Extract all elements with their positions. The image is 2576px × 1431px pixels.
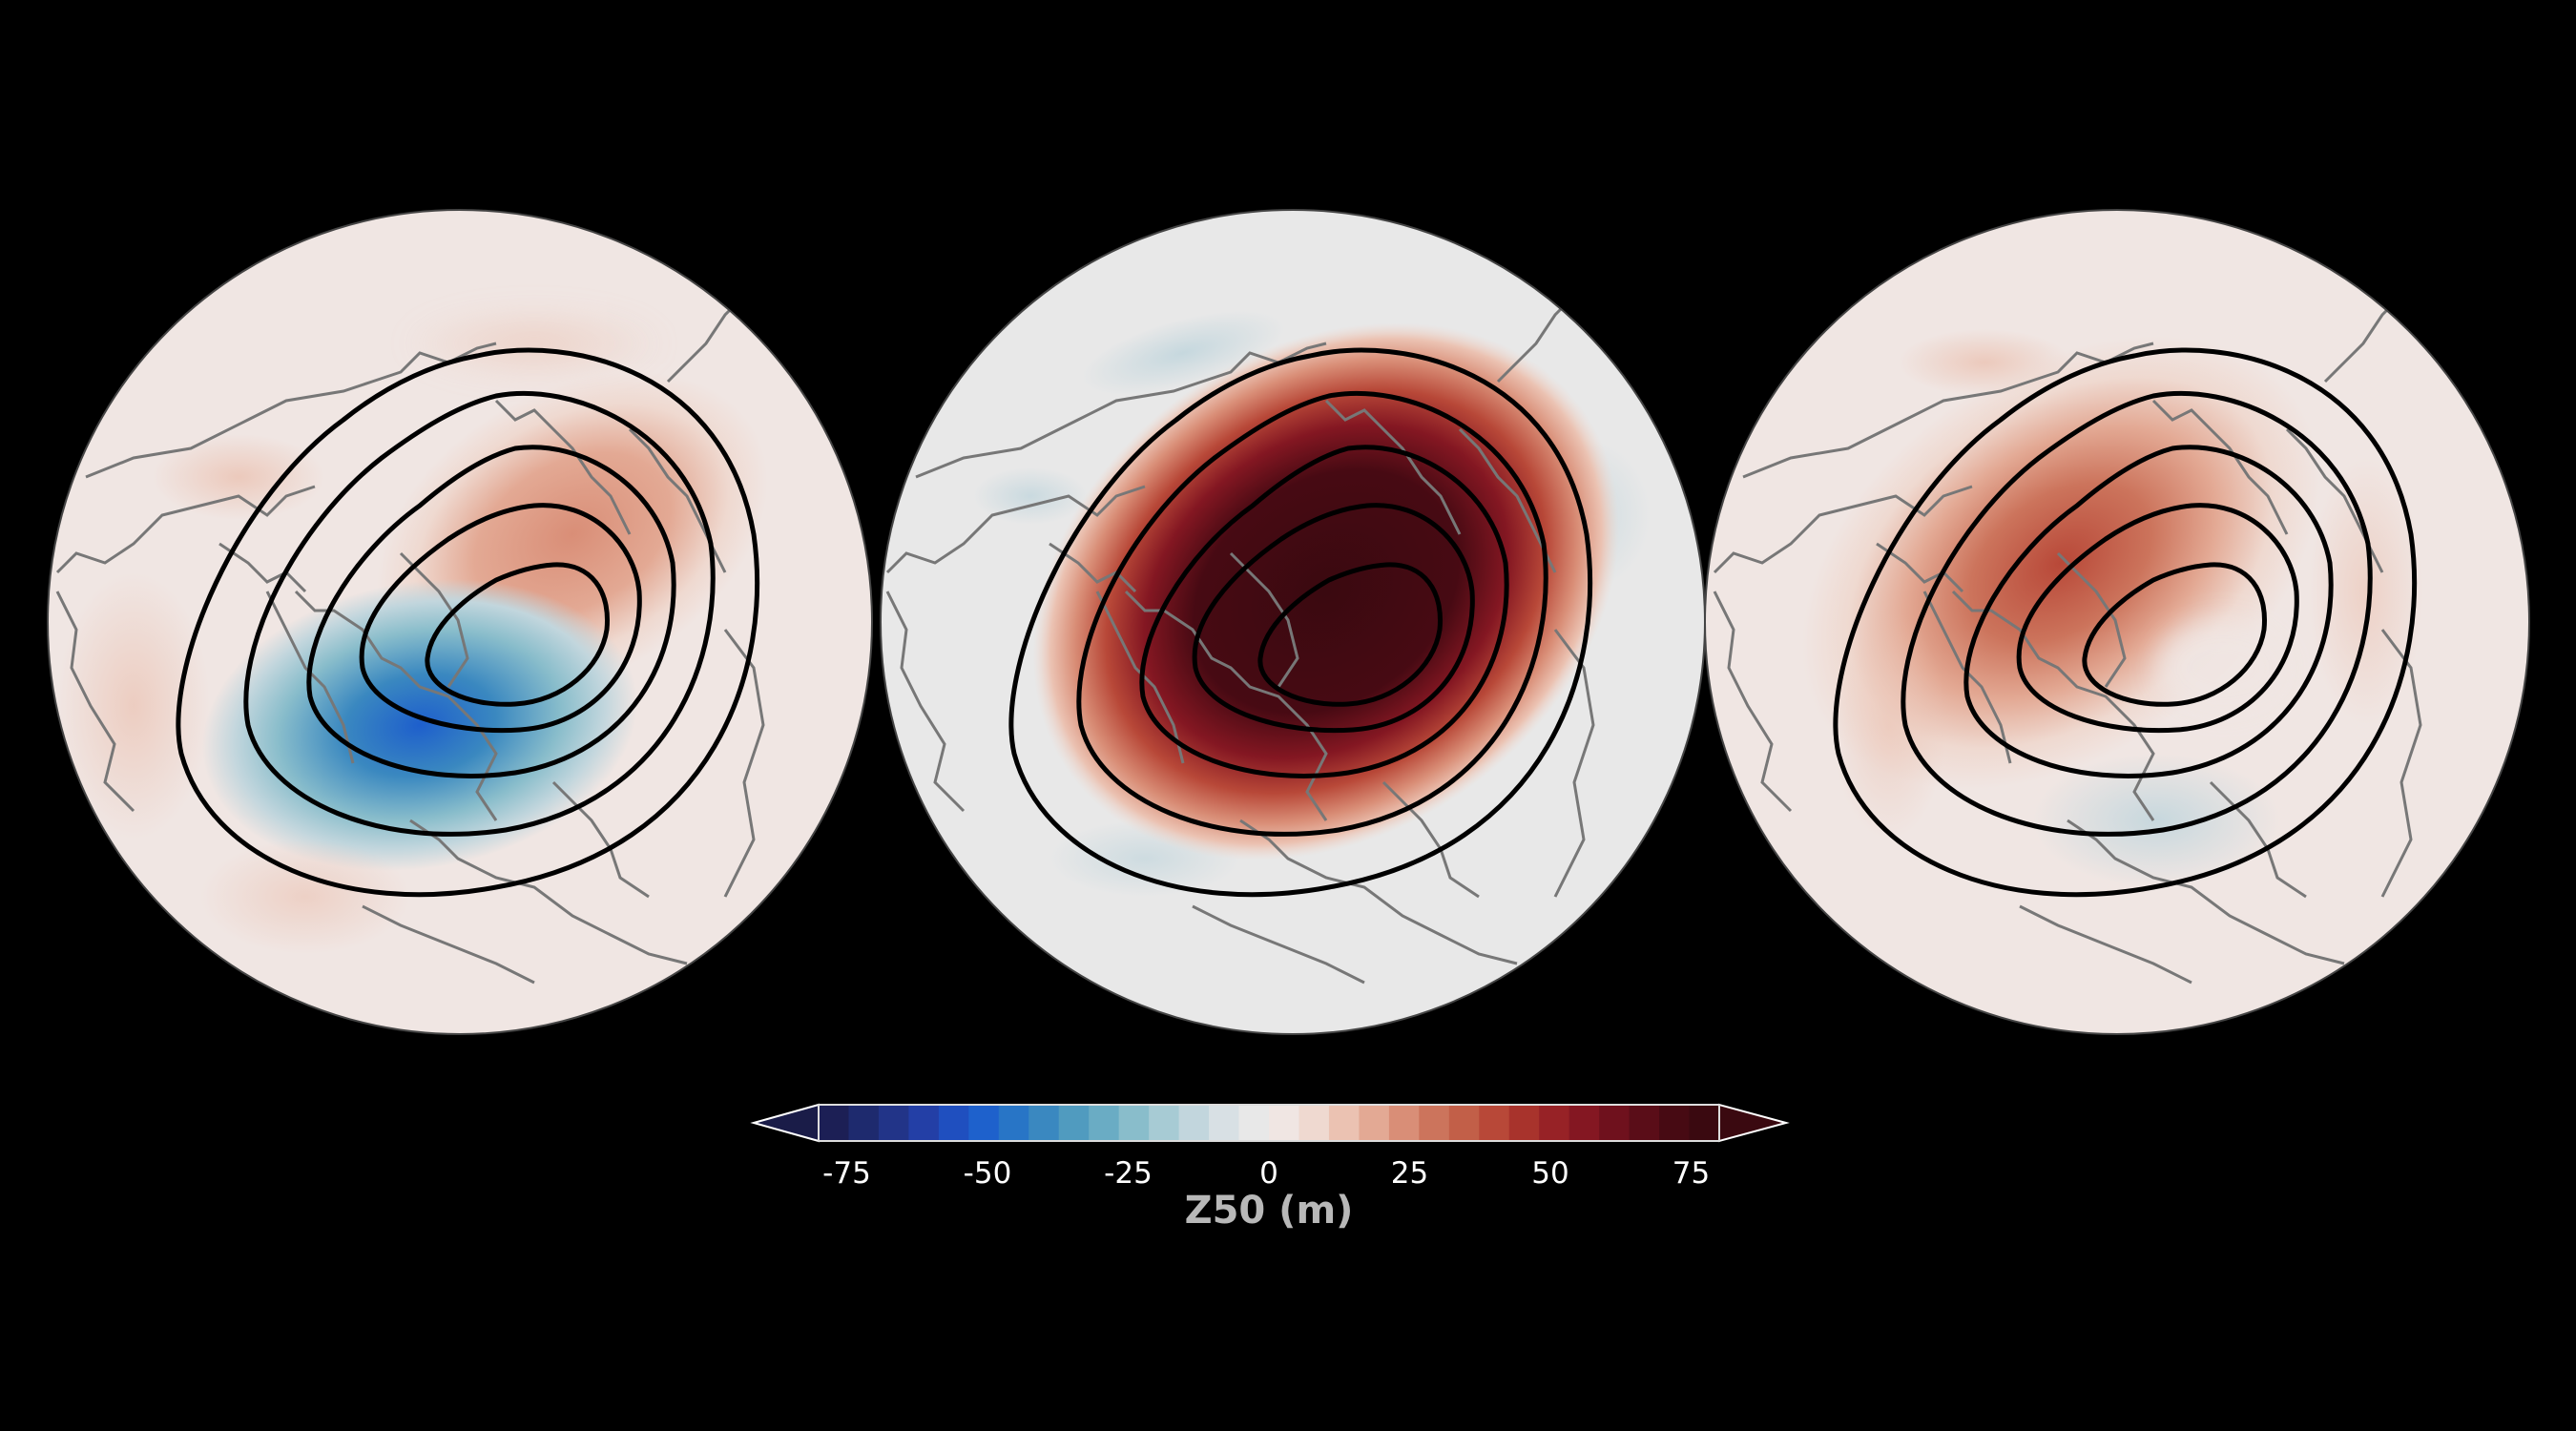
- contours-1: [176, 347, 760, 898]
- contours-3: [1833, 347, 2418, 898]
- colorbar-label: Z50 (m): [1185, 1189, 1354, 1233]
- colorbar-swatch: [1269, 1105, 1300, 1141]
- colorbar-swatch: [908, 1105, 940, 1141]
- map-panel-2: [880, 209, 1706, 1035]
- colorbar-swatch: [1298, 1105, 1330, 1141]
- colorbar-tick-label: 50: [1531, 1156, 1568, 1191]
- colorbar-swatch: [1178, 1105, 1210, 1141]
- colorbar-swatch: [1089, 1105, 1120, 1141]
- colorbar-swatch: [1508, 1105, 1540, 1141]
- colorbar-swatch: [968, 1105, 1000, 1141]
- colorbar-tick-label: -25: [1104, 1156, 1153, 1191]
- colorbar-swatch: [1629, 1105, 1660, 1141]
- coastlines-3: [1713, 284, 2441, 985]
- anomaly-field-3: [1801, 329, 2423, 887]
- colorbar-swatch: [1448, 1105, 1480, 1141]
- colorbar-swatch: [1659, 1105, 1691, 1141]
- contours-2: [1008, 347, 1593, 898]
- colorbar-swatch: [938, 1105, 969, 1141]
- colorbar-swatch: [1419, 1105, 1450, 1141]
- colorbar-swatch: [848, 1105, 880, 1141]
- colorbar-extend-low: [750, 1103, 820, 1143]
- colorbar-swatch: [1689, 1105, 1720, 1141]
- colorbar-frame: [818, 1104, 1720, 1142]
- colorbar-swatch: [1359, 1105, 1390, 1141]
- colorbar-tick-label: 75: [1672, 1156, 1710, 1191]
- colorbar-swatch: [1209, 1105, 1240, 1141]
- colorbar-tick-label: 25: [1391, 1156, 1428, 1191]
- colorbar-swatch: [819, 1105, 850, 1141]
- colorbar-swatch: [1118, 1105, 1150, 1141]
- colorbar-ticks: -75 -50 -25 0 25 50 75: [822, 1156, 1710, 1191]
- colorbar-tick-label: 0: [1259, 1156, 1278, 1191]
- colorbar-swatch: [1028, 1105, 1060, 1141]
- colorbar-swatch: [1238, 1105, 1270, 1141]
- colorbar-swatch: [1568, 1105, 1600, 1141]
- colorbar-tick-label: -50: [964, 1156, 1012, 1191]
- map-panel-3: [1704, 209, 2530, 1035]
- colorbar-tick-label: -75: [822, 1156, 871, 1191]
- colorbar-swatch: [1539, 1105, 1570, 1141]
- colorbar-swatches: [819, 1105, 1720, 1141]
- colorbar-swatch: [1328, 1105, 1360, 1141]
- colorbar-extend-high: [1718, 1103, 1790, 1143]
- colorbar-swatch: [1149, 1105, 1180, 1141]
- colorbar-swatch: [998, 1105, 1029, 1141]
- colorbar-swatch: [1058, 1105, 1090, 1141]
- colorbar-swatch: [1479, 1105, 1510, 1141]
- colorbar-swatch: [1388, 1105, 1420, 1141]
- map-panel-1: [47, 209, 873, 1035]
- colorbar-swatch: [878, 1105, 909, 1141]
- colorbar-swatch: [1599, 1105, 1631, 1141]
